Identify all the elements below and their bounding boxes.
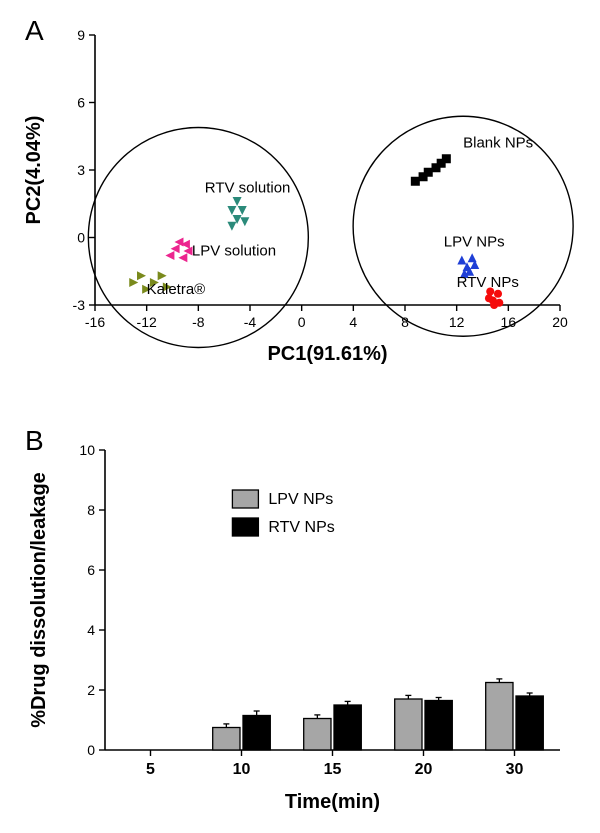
- panel-b-xlabel: Time(min): [285, 791, 380, 813]
- panel-a-series-label: Blank NPs: [463, 135, 533, 152]
- panel-a-series-label: RTV NPs: [457, 274, 519, 291]
- panel-b-xtick: 10: [233, 761, 251, 778]
- panel-b-bar-lpv-nps: [213, 728, 240, 751]
- panel-a-xlabel: PC1(91.61%): [267, 343, 387, 365]
- panel-a-xtick: -12: [137, 314, 157, 330]
- panel-a-point-rtv-solution: [240, 217, 249, 226]
- panel-a-series-label: LPV solution: [192, 243, 276, 260]
- panel-b-xtick: 15: [324, 761, 342, 778]
- panel-b-legend-label: RTV NPs: [268, 519, 334, 536]
- panel-b-ytick: 6: [87, 562, 95, 578]
- panel-b-ytick: 0: [87, 742, 95, 758]
- panel-b-ylabel: %Drug dissolution/leakage: [28, 472, 50, 728]
- panel-a-point-rtv-solution: [238, 206, 247, 215]
- panel-b-legend-swatch: [232, 490, 258, 508]
- panel-b-ytick: 10: [79, 442, 95, 458]
- panel-a-ytick: 9: [77, 27, 85, 43]
- panel-b-label: B: [25, 425, 44, 456]
- panel-b-bar-lpv-nps: [304, 719, 331, 751]
- panel-a-series-label: Kaletra®: [147, 281, 206, 298]
- panel-a-point-kaletra-: [129, 278, 138, 287]
- panel-b-bar-lpv-nps: [486, 683, 513, 751]
- panel-a-point-rtv-solution: [227, 222, 236, 231]
- panel-a-point-rtv-nps: [485, 294, 493, 302]
- panel-a-point-lpv-nps: [468, 253, 477, 262]
- panel-a-point-blank-nps: [424, 168, 433, 177]
- panel-a-xtick: 12: [449, 314, 465, 330]
- panel-a-xtick: 20: [552, 314, 568, 330]
- panel-b-bar-lpv-nps: [395, 699, 422, 750]
- panel-a-xtick: -8: [192, 314, 205, 330]
- panel-a-point-rtv-solution: [233, 197, 242, 206]
- panel-a-point-lpv-nps: [457, 256, 466, 265]
- panel-a-point-kaletra-: [158, 271, 167, 280]
- panel-a-ytick: 6: [77, 95, 85, 111]
- panel-a-point-lpv-solution: [171, 244, 180, 253]
- panel-a-xtick: 4: [349, 314, 357, 330]
- panel-b-ytick: 2: [87, 682, 95, 698]
- panel-b-legend-label: LPV NPs: [268, 491, 333, 508]
- panel-b-xtick: 20: [415, 761, 433, 778]
- panel-b-legend-swatch: [232, 518, 258, 536]
- panel-a-svg: A-16-12-8-4048121620-30369PC1(91.61%)PC2…: [0, 0, 600, 410]
- panel-a-point-rtv-solution: [227, 206, 236, 215]
- panel-a-xtick: 0: [298, 314, 306, 330]
- panel-b-svg: B 0 2 4 6 8 10 5 10 15 20 30 Time(min) %Drug dissolut…: [0, 415, 600, 833]
- panel-a-ytick: -3: [73, 297, 86, 313]
- panel-b-bar-rtv-nps: [243, 716, 270, 751]
- panel-b-bar-rtv-nps: [334, 705, 361, 750]
- panel-a-xtick: 16: [501, 314, 517, 330]
- panel-b-ytick: 8: [87, 502, 95, 518]
- panel-a-ylabel: PC2(4.04%): [23, 116, 45, 225]
- panel-a-xtick: -16: [85, 314, 105, 330]
- panel-a-ytick: 3: [77, 162, 85, 178]
- panel-a-point-blank-nps: [411, 177, 420, 186]
- panel-a-point-lpv-solution: [178, 253, 187, 262]
- panel-a-point-lpv-solution: [165, 251, 174, 260]
- panel-b-ytick: 4: [87, 622, 95, 638]
- panel-a-series-label: RTV solution: [205, 180, 291, 197]
- panel-a-ytick: 0: [77, 230, 85, 246]
- panel-b-bar-rtv-nps: [516, 696, 543, 750]
- panel-b-bar-rtv-nps: [425, 701, 452, 751]
- panel-a-point-rtv-nps: [495, 299, 503, 307]
- panel-a-point-blank-nps: [442, 154, 451, 163]
- panel-b-xtick: 5: [146, 761, 155, 778]
- panel-b-xtick: 30: [506, 761, 524, 778]
- panel-a-label: A: [25, 15, 44, 46]
- panel-a-xtick: -4: [244, 314, 257, 330]
- panel-a-point-kaletra-: [137, 271, 146, 280]
- panel-a-series-label: LPV NPs: [444, 234, 505, 251]
